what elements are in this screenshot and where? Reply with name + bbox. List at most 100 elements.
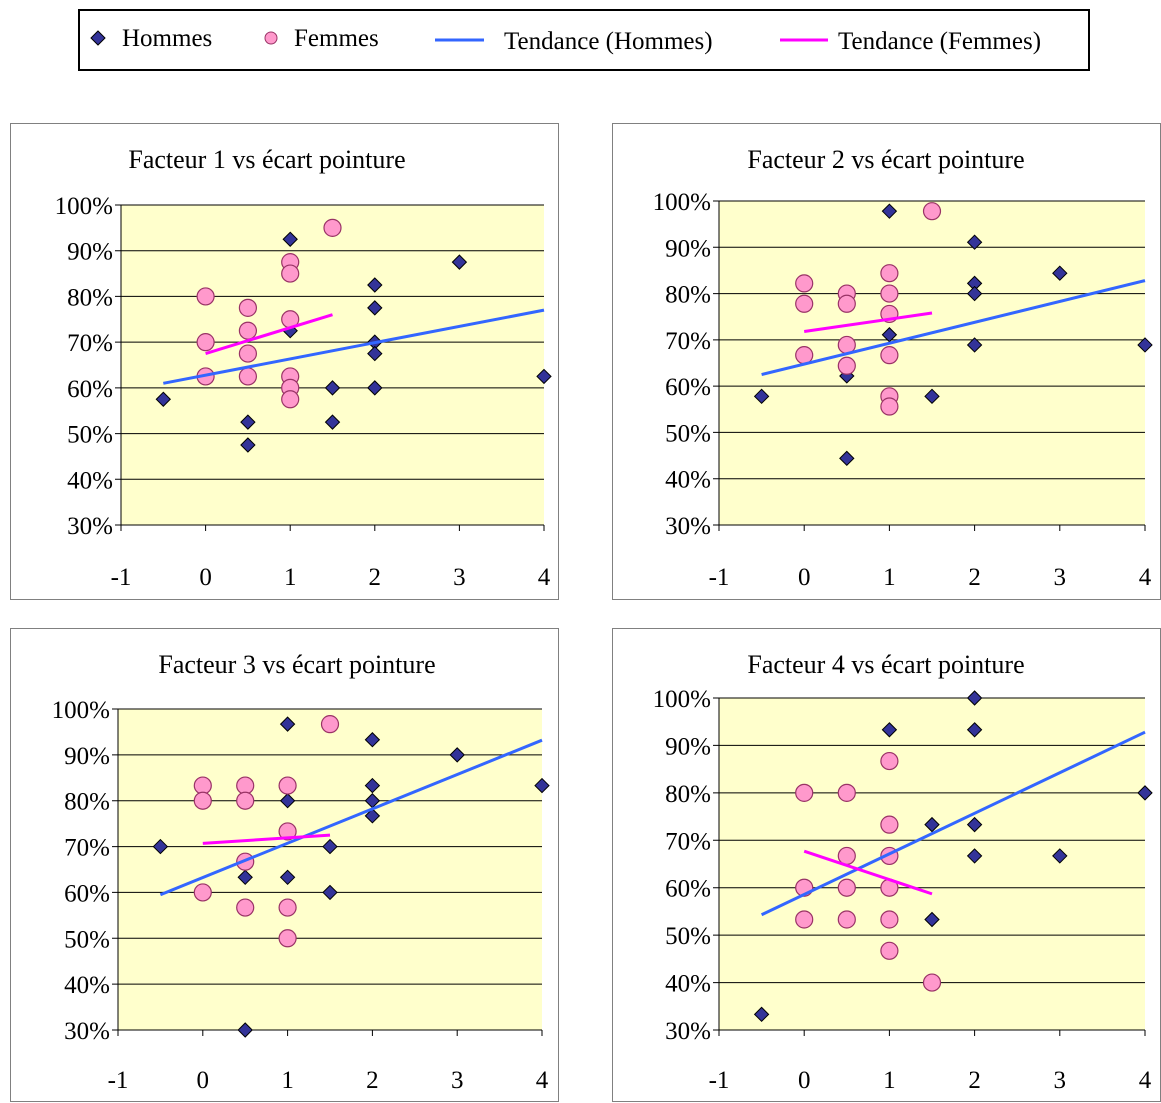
point-hommes xyxy=(324,380,341,396)
trend-line-femmes xyxy=(202,833,331,845)
point-hommes xyxy=(364,732,381,748)
point-hommes xyxy=(449,747,465,763)
point-femmes xyxy=(278,898,297,917)
point-femmes xyxy=(236,898,255,917)
legend-hommes-marker xyxy=(90,30,106,46)
point-femmes xyxy=(837,294,856,313)
point-femmes xyxy=(880,815,899,834)
x-tick-label: 0 xyxy=(798,1067,811,1094)
x-tick-label: -1 xyxy=(111,564,132,591)
y-tick-label: 30% xyxy=(64,1018,110,1045)
point-femmes xyxy=(795,274,814,293)
point-femmes xyxy=(795,783,814,802)
chart-panel-1: Facteur 1 vs écart pointure 30% 40% 50% 60%… xyxy=(10,123,559,600)
point-hommes xyxy=(966,816,983,833)
point-hommes xyxy=(753,388,770,405)
chart-4-plot: 30% 40% 50% 60% 70% 80% 90% 100% -1 0 1 2 3 4 xyxy=(653,686,1153,1094)
y-tick-label: 80% xyxy=(67,284,113,311)
point-femmes xyxy=(278,776,297,795)
point-hommes xyxy=(839,450,855,467)
point-hommes xyxy=(881,722,898,738)
y-tick-label: 60% xyxy=(64,880,110,907)
point-hommes xyxy=(322,838,338,855)
point-hommes xyxy=(966,285,983,302)
x-tick-label: -1 xyxy=(108,1067,129,1094)
point-femmes xyxy=(795,294,814,313)
x-tick-label: 1 xyxy=(883,1067,896,1094)
point-femmes xyxy=(236,776,255,795)
y-tick-label: 100% xyxy=(653,189,711,216)
point-hommes xyxy=(924,816,940,833)
point-hommes xyxy=(924,388,940,405)
chart-4-svg: Facteur 4 vs écart pointure 30% 40% 50% 60%… xyxy=(653,650,1153,1094)
x-tick-label: 0 xyxy=(197,1067,210,1094)
y-tick-label: 90% xyxy=(67,239,113,266)
chart-title: Facteur 1 vs écart pointure xyxy=(128,145,405,174)
point-hommes xyxy=(1052,265,1068,281)
y-tick-label: 30% xyxy=(665,513,711,540)
y-tick-label: 70% xyxy=(665,328,711,355)
point-hommes xyxy=(451,254,468,270)
point-femmes xyxy=(837,356,856,375)
chart-1-svg: Facteur 1 vs écart pointure 30% 40% 50% 60%… xyxy=(55,145,552,591)
point-femmes xyxy=(238,344,257,363)
y-tick-label: 30% xyxy=(67,513,113,540)
point-hommes xyxy=(1137,785,1153,801)
x-tick-label: 1 xyxy=(284,564,297,591)
y-tick-label: 40% xyxy=(64,972,110,999)
plot-area xyxy=(121,205,544,525)
x-tick-label: 1 xyxy=(883,564,896,591)
point-hommes xyxy=(966,234,983,250)
x-tick-label: 1 xyxy=(281,1067,294,1094)
point-hommes xyxy=(367,380,383,396)
legend-femmes-label: Femmes xyxy=(294,25,379,52)
x-tick-label: 4 xyxy=(536,1067,549,1094)
point-femmes xyxy=(880,397,899,416)
x-tick-label: 2 xyxy=(366,1067,379,1094)
point-femmes xyxy=(323,218,342,237)
chart-2-svg: Facteur 2 vs écart pointure 30% 40% 50% 60%… xyxy=(653,145,1153,591)
y-tick-label: 30% xyxy=(665,1018,711,1045)
point-hommes xyxy=(367,345,383,362)
y-tick-label: 40% xyxy=(67,467,113,494)
point-femmes xyxy=(281,390,300,409)
point-femmes xyxy=(880,910,899,929)
point-femmes xyxy=(880,264,899,283)
x-tick-label: 4 xyxy=(1139,564,1152,591)
point-hommes xyxy=(237,869,253,886)
legend-tendance-femmes-label: Tendance (Femmes) xyxy=(838,28,1041,55)
y-tick-label: 100% xyxy=(55,193,113,220)
legend-graphic: Hommes Femmes Tendance (Hommes) Tendance… xyxy=(90,25,1041,55)
plot-area xyxy=(719,201,1145,525)
point-femmes xyxy=(238,321,257,340)
x-tick-label: 3 xyxy=(1054,564,1067,591)
point-hommes xyxy=(367,277,383,293)
x-tick-label: 0 xyxy=(798,564,811,591)
point-femmes xyxy=(880,751,899,771)
point-hommes xyxy=(282,231,298,247)
trend-line-hommes xyxy=(761,279,1146,377)
point-femmes xyxy=(795,346,814,365)
point-hommes xyxy=(364,777,381,794)
trend-line-femmes xyxy=(803,311,933,334)
point-hommes xyxy=(966,337,983,353)
chart-2-plot: 30% 40% 50% 60% 70% 80% 90% 100% -1 0 1 2 3 4 xyxy=(653,189,1153,591)
y-tick-label: 50% xyxy=(64,926,110,953)
x-tick-label: 3 xyxy=(453,564,466,591)
x-tick-label: 4 xyxy=(1139,1067,1152,1094)
y-tick-label: 70% xyxy=(665,828,711,855)
y-tick-label: 100% xyxy=(52,697,110,724)
point-hommes xyxy=(534,777,550,794)
point-hommes xyxy=(966,848,983,864)
y-tick-label: 90% xyxy=(64,743,110,770)
point-femmes xyxy=(320,715,340,734)
x-tick-label: 2 xyxy=(968,564,981,591)
point-hommes xyxy=(279,869,296,886)
point-hommes xyxy=(322,884,338,901)
chart-3-plot: 30% 40% 50% 60% 70% 80% 90% 100% -1 0 1 2 3 4 xyxy=(52,697,550,1094)
point-hommes xyxy=(364,808,381,824)
chart-title: Facteur 4 vs écart pointure xyxy=(747,650,1024,679)
y-tick-label: 80% xyxy=(64,789,110,816)
y-tick-label: 60% xyxy=(67,376,113,403)
point-femmes xyxy=(193,791,212,810)
